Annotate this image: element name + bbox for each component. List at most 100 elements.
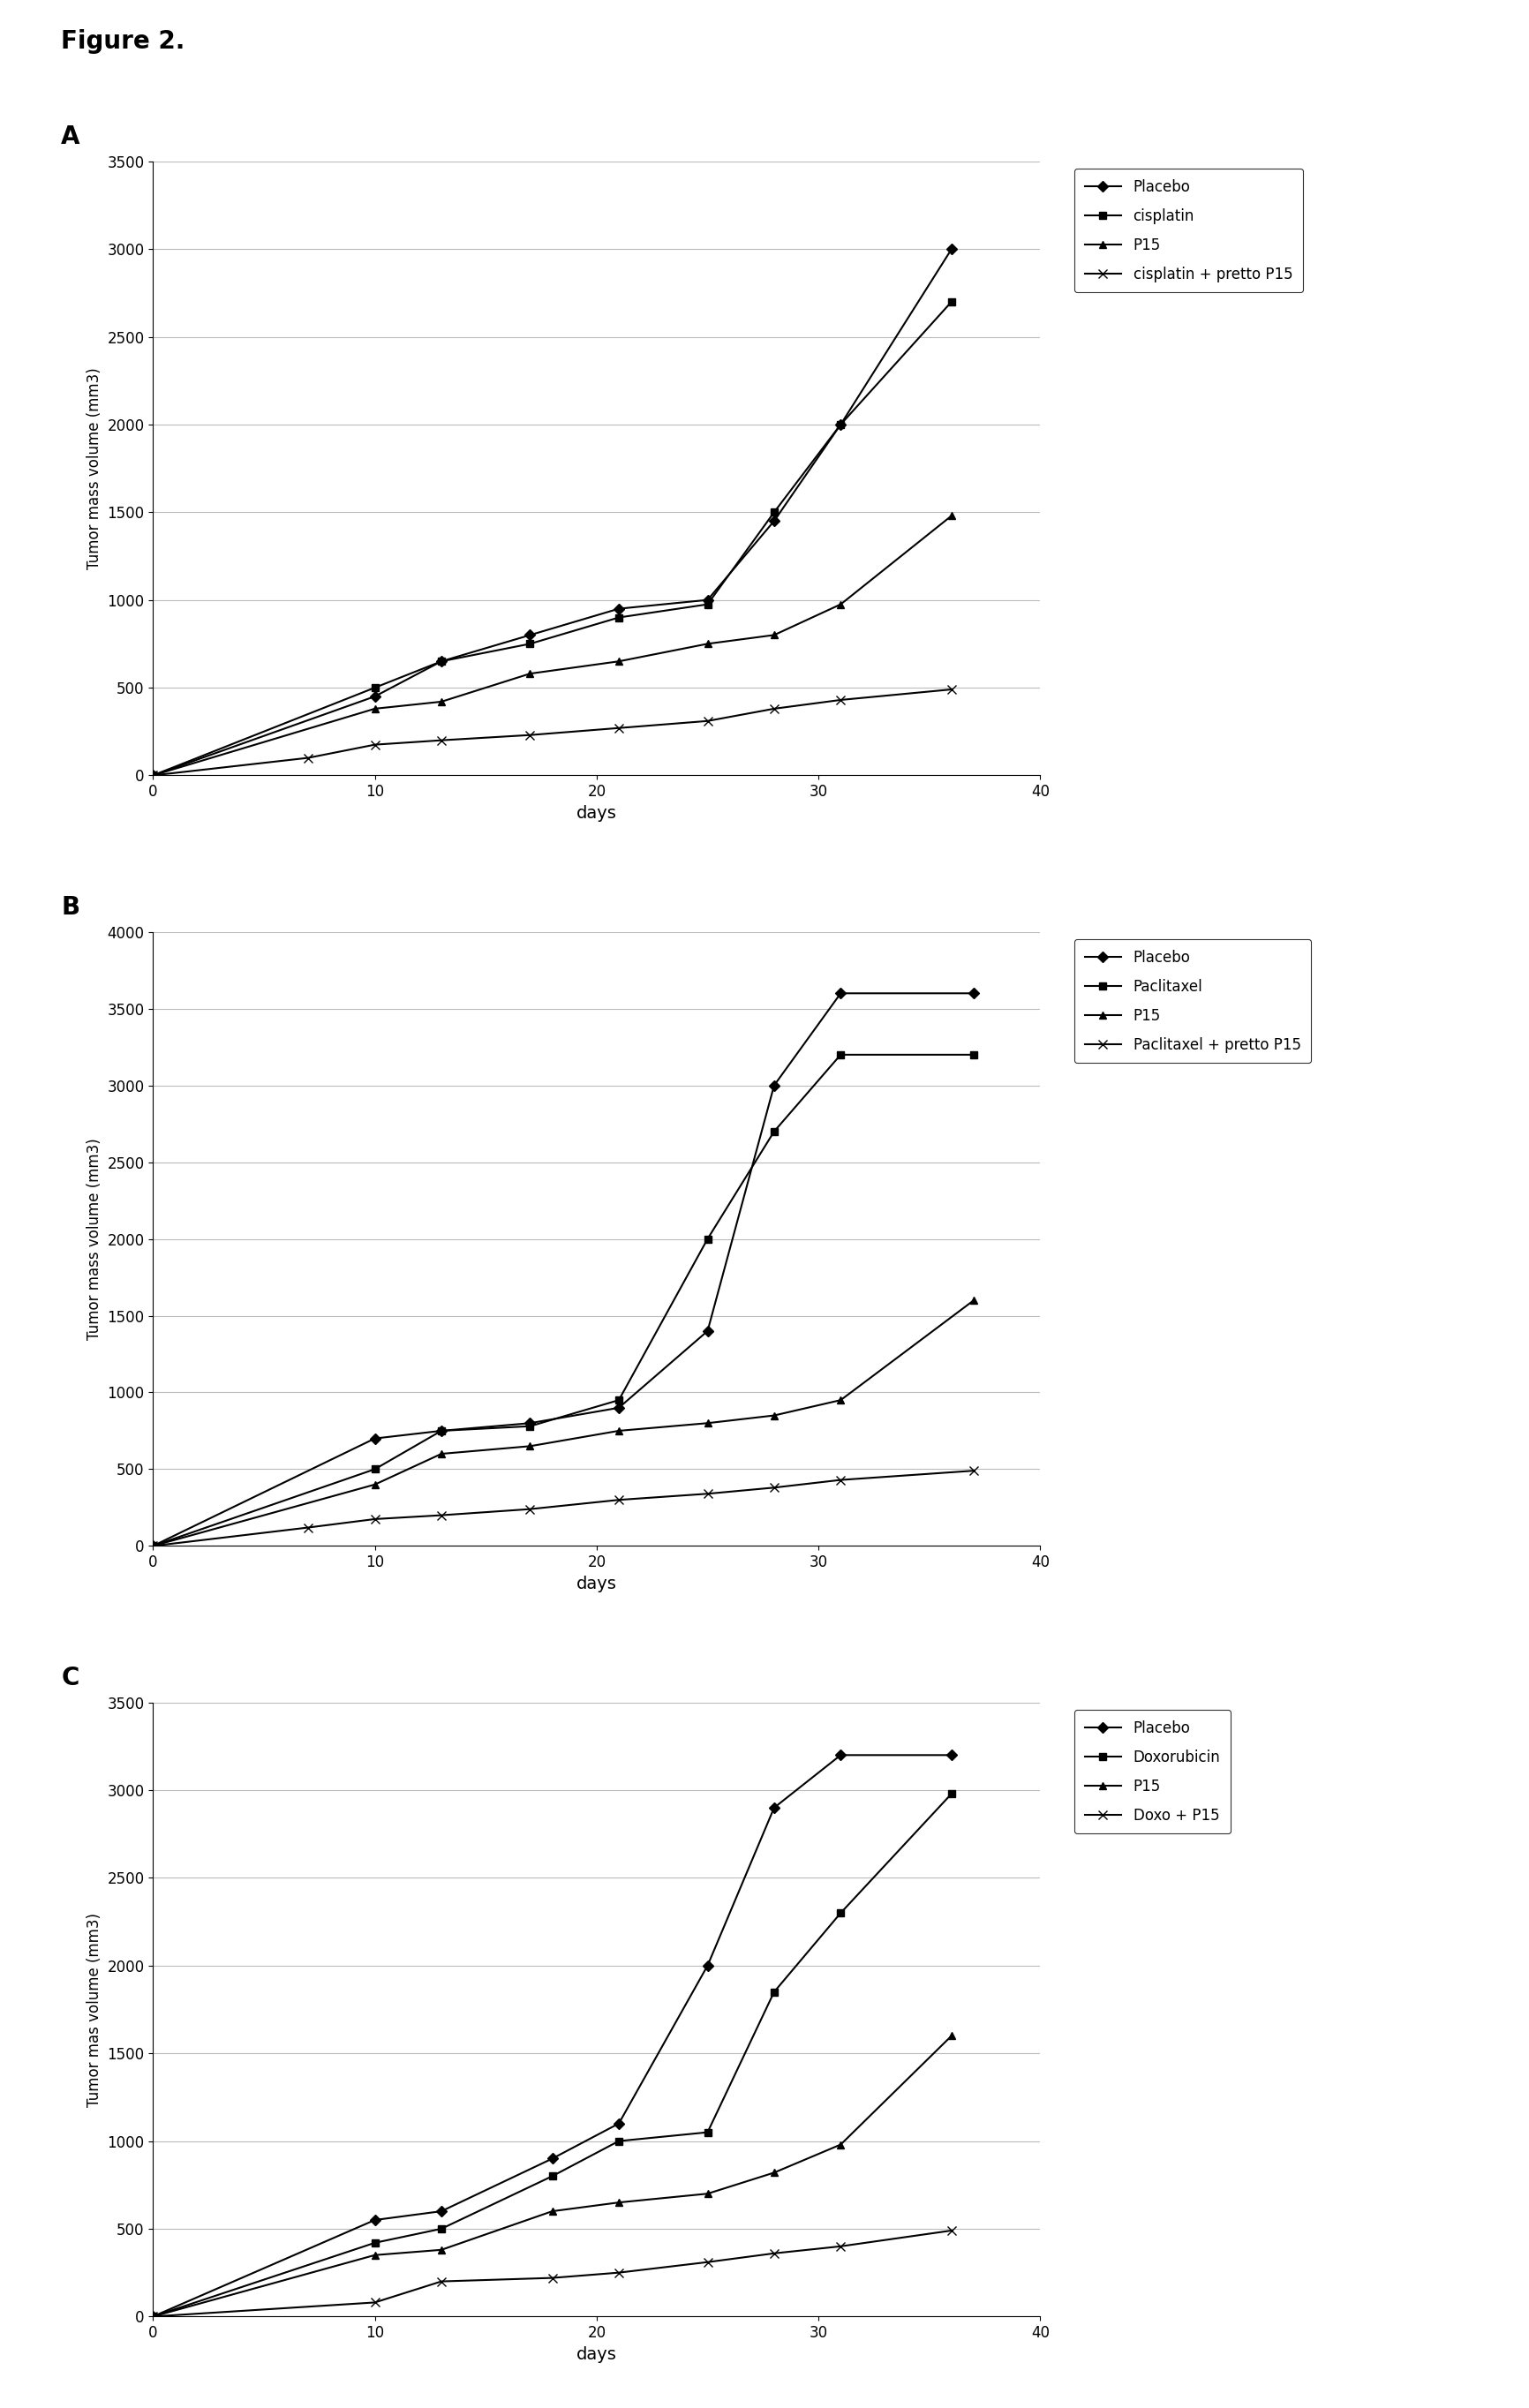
Paclitaxel — [764, 1117, 783, 1146]
Placebo — [543, 2143, 561, 2172]
Placebo — [433, 1416, 451, 1445]
Paclitaxel + pretto P15 — [298, 1512, 318, 1541]
Text: Figure 2.: Figure 2. — [61, 29, 185, 53]
P15 — [365, 2239, 384, 2268]
P15 — [433, 2235, 451, 2264]
Placebo — [764, 1072, 783, 1100]
Paclitaxel + pretto P15 — [764, 1474, 783, 1503]
X-axis label: days: days — [576, 2345, 616, 2362]
Doxo + P15 — [543, 2264, 561, 2292]
P15 — [764, 621, 783, 650]
Paclitaxel + pretto P15 — [832, 1466, 850, 1495]
P15 — [697, 628, 716, 657]
Paclitaxel — [144, 1531, 162, 1560]
Placebo — [144, 1531, 162, 1560]
Placebo — [609, 1394, 628, 1423]
Doxorubicin — [764, 1977, 783, 2006]
cisplatin + pretto P15 — [697, 706, 716, 734]
Y-axis label: Tumor mass volume (mm3): Tumor mass volume (mm3) — [86, 368, 102, 568]
P15 — [144, 1531, 162, 1560]
Placebo — [520, 621, 538, 650]
Placebo — [433, 2196, 451, 2225]
Paclitaxel + pretto P15 — [697, 1479, 716, 1507]
Placebo — [365, 1423, 384, 1452]
Line: Doxorubicin: Doxorubicin — [150, 1789, 954, 2321]
Line: Paclitaxel + pretto P15: Paclitaxel + pretto P15 — [148, 1466, 977, 1551]
Legend: Placebo, Paclitaxel, P15, Paclitaxel + pretto P15: Placebo, Paclitaxel, P15, Paclitaxel + p… — [1073, 939, 1310, 1062]
Line: P15: P15 — [150, 2032, 954, 2321]
Placebo — [764, 506, 783, 535]
P15 — [697, 1409, 716, 1438]
P15 — [433, 1440, 451, 1469]
Placebo — [942, 1741, 960, 1770]
Doxorubicin — [832, 1898, 850, 1926]
Paclitaxel + pretto P15 — [144, 1531, 162, 1560]
Paclitaxel — [433, 1416, 451, 1445]
Text: A: A — [61, 125, 80, 149]
Doxo + P15 — [697, 2247, 716, 2276]
Text: C: C — [61, 1666, 80, 1690]
Paclitaxel + pretto P15 — [520, 1495, 538, 1524]
Placebo — [520, 1409, 538, 1438]
Paclitaxel — [520, 1411, 538, 1440]
Doxo + P15 — [433, 2266, 451, 2295]
Placebo — [697, 1950, 716, 1979]
Doxorubicin — [543, 2162, 561, 2191]
Placebo — [609, 2109, 628, 2138]
P15 — [832, 2131, 850, 2160]
Doxorubicin — [365, 2227, 384, 2256]
Paclitaxel — [365, 1454, 384, 1483]
Placebo — [764, 1794, 783, 1823]
Line: Placebo: Placebo — [150, 1751, 954, 2321]
P15 — [609, 2189, 628, 2218]
Doxo + P15 — [365, 2288, 384, 2316]
Placebo — [832, 409, 850, 438]
P15 — [764, 2158, 783, 2186]
Y-axis label: Tumor mass volume (mm3): Tumor mass volume (mm3) — [86, 1139, 102, 1339]
Paclitaxel + pretto P15 — [609, 1486, 628, 1515]
cisplatin + pretto P15 — [764, 694, 783, 722]
Placebo — [144, 2302, 162, 2331]
Placebo — [832, 980, 850, 1009]
P15 — [365, 1469, 384, 1498]
Line: P15: P15 — [150, 513, 954, 780]
P15 — [543, 2196, 561, 2225]
P15 — [520, 1433, 538, 1462]
cisplatin + pretto P15 — [609, 713, 628, 742]
Legend: Placebo, cisplatin, P15, cisplatin + pretto P15: Placebo, cisplatin, P15, cisplatin + pre… — [1073, 169, 1303, 291]
cisplatin — [433, 648, 451, 677]
Y-axis label: Tumor mas volume (mm3): Tumor mas volume (mm3) — [86, 1912, 102, 2107]
Placebo — [832, 1741, 850, 1770]
Doxo + P15 — [609, 2259, 628, 2288]
P15 — [144, 2302, 162, 2331]
X-axis label: days: days — [576, 1575, 616, 1592]
Paclitaxel — [965, 1040, 983, 1069]
Line: Paclitaxel: Paclitaxel — [150, 1050, 977, 1551]
P15 — [520, 660, 538, 689]
Paclitaxel + pretto P15 — [433, 1500, 451, 1529]
X-axis label: days: days — [576, 804, 616, 821]
Doxo + P15 — [144, 2302, 162, 2331]
Placebo — [697, 585, 716, 614]
cisplatin + pretto P15 — [298, 744, 318, 773]
Line: P15: P15 — [150, 1296, 977, 1551]
P15 — [365, 694, 384, 722]
P15 — [832, 590, 850, 619]
P15 — [697, 2179, 716, 2208]
cisplatin — [365, 674, 384, 703]
Doxorubicin — [433, 2215, 451, 2244]
P15 — [609, 648, 628, 677]
cisplatin + pretto P15 — [942, 674, 960, 703]
Doxorubicin — [144, 2302, 162, 2331]
Doxo + P15 — [764, 2239, 783, 2268]
P15 — [609, 1416, 628, 1445]
Placebo — [365, 2206, 384, 2235]
Doxorubicin — [609, 2126, 628, 2155]
cisplatin — [520, 628, 538, 657]
Paclitaxel + pretto P15 — [365, 1505, 384, 1534]
Placebo — [697, 1317, 716, 1346]
Placebo — [942, 234, 960, 262]
Placebo — [609, 595, 628, 624]
Paclitaxel — [832, 1040, 850, 1069]
Line: Placebo: Placebo — [150, 246, 954, 780]
